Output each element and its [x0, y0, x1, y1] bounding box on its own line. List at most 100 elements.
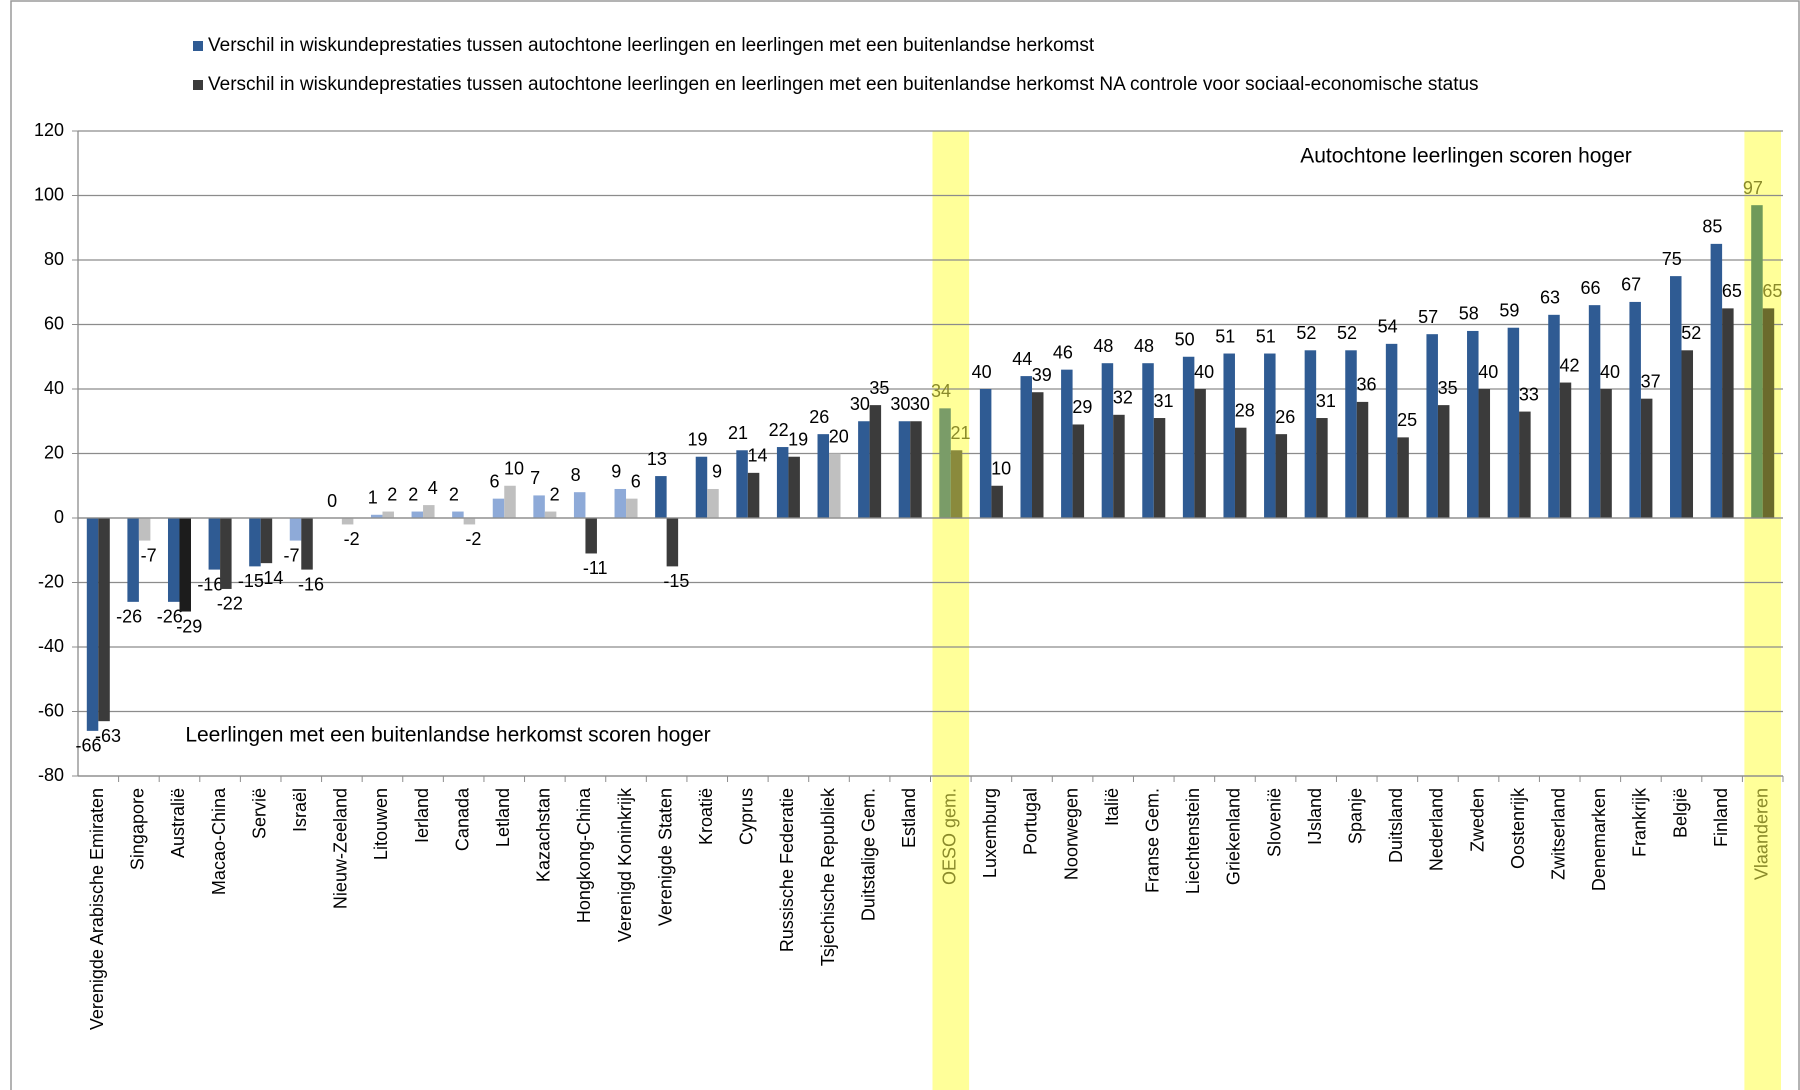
data-label: 39	[1032, 365, 1052, 385]
x-tick-label: Estland	[899, 788, 919, 848]
data-label: 8	[571, 465, 581, 485]
bar	[788, 456, 800, 518]
bar	[1548, 314, 1560, 518]
x-tick-label: Griekenland	[1224, 788, 1244, 885]
bar	[1681, 350, 1694, 518]
y-tick-label: -20	[38, 571, 64, 591]
data-label: -26	[157, 607, 183, 627]
data-label: 75	[1662, 249, 1682, 269]
x-tick-label: Duitstalige Gem.	[858, 788, 878, 921]
bar	[1101, 363, 1114, 518]
x-tick-label: Ierland	[412, 788, 432, 843]
bar	[463, 518, 476, 525]
legend-label: Verschil in wiskundeprestaties tussen au…	[208, 74, 1479, 95]
legend-swatch	[193, 41, 203, 51]
bar	[1020, 376, 1032, 518]
bar	[1304, 350, 1317, 518]
bar	[707, 488, 719, 518]
data-label: 10	[504, 459, 524, 479]
bar	[1478, 389, 1491, 518]
bar	[179, 518, 191, 612]
x-tick-label: Portugal	[1021, 788, 1041, 855]
bar	[573, 492, 586, 518]
data-label: -7	[284, 545, 300, 565]
bar	[869, 405, 882, 518]
bar	[533, 495, 545, 518]
data-label: 30	[890, 394, 910, 414]
x-tick-label: Duitsland	[1386, 788, 1406, 863]
bar	[249, 518, 261, 567]
data-label: 10	[991, 459, 1011, 479]
data-label: -29	[176, 616, 202, 636]
data-label: -63	[95, 726, 121, 746]
x-tick-label: Zwitserland	[1548, 788, 1568, 880]
x-tick-label: Nieuw-Zeeland	[331, 788, 351, 909]
bar	[341, 518, 354, 525]
x-tick-label: Finland	[1711, 788, 1731, 847]
data-label: 30	[910, 394, 930, 414]
bar	[127, 518, 139, 602]
y-tick-label: 60	[44, 313, 64, 333]
data-label: -15	[238, 571, 264, 591]
bar	[1507, 327, 1520, 518]
x-tick-label: Kroatië	[696, 788, 716, 845]
data-label: 97	[1743, 178, 1763, 198]
x-tick-label: Singapore	[128, 788, 148, 870]
data-label: -26	[116, 607, 142, 627]
bar	[979, 389, 992, 518]
data-label: 50	[1175, 330, 1195, 350]
data-label: 29	[1072, 397, 1092, 417]
data-label: 40	[1194, 362, 1214, 382]
bar	[991, 485, 1003, 518]
bar	[504, 485, 516, 518]
data-label: 52	[1681, 323, 1701, 343]
bar	[492, 498, 505, 518]
x-tick-label: Kazachstan	[534, 788, 554, 882]
data-label: 44	[1012, 349, 1032, 369]
bar	[98, 518, 110, 722]
data-label: 26	[1275, 407, 1295, 427]
data-label: 0	[327, 491, 337, 511]
data-label: -16	[298, 574, 324, 594]
data-label: 32	[1113, 388, 1133, 408]
x-tick-label: Italië	[1102, 788, 1122, 826]
data-label: 46	[1053, 342, 1073, 362]
bar	[939, 408, 951, 518]
data-label: 9	[611, 462, 621, 482]
data-label: 63	[1540, 288, 1560, 308]
bar	[1223, 353, 1235, 518]
legend-swatch	[193, 80, 203, 90]
data-label: 21	[951, 423, 971, 443]
bar	[1640, 398, 1653, 518]
bar	[1751, 205, 1763, 519]
y-tick-label: -80	[38, 765, 64, 785]
data-label: 65	[1722, 281, 1742, 301]
x-tick-label: Hongkong-China	[574, 787, 594, 923]
x-tick-label: Slovenië	[1264, 788, 1284, 857]
y-tick-label: -60	[38, 700, 64, 720]
legend-label: Verschil in wiskundeprestaties tussen au…	[208, 35, 1095, 56]
bar	[1437, 405, 1450, 518]
bar	[666, 518, 679, 567]
y-tick-label: -40	[38, 636, 64, 656]
data-label: 40	[1600, 362, 1620, 382]
x-tick-label: Russische Federatie	[777, 788, 797, 952]
bar	[1356, 401, 1369, 518]
bar	[1113, 414, 1125, 518]
data-label: 2	[387, 484, 397, 504]
data-label: 40	[972, 362, 992, 382]
x-tick-label: Verenigd Koninkrijk	[615, 787, 635, 942]
bar	[910, 421, 922, 518]
bar	[1600, 389, 1612, 518]
bar	[1142, 363, 1154, 518]
data-label: 19	[788, 429, 808, 449]
bar	[208, 518, 221, 570]
x-tick-label: OESO gem.	[940, 788, 960, 885]
data-label: 13	[647, 449, 667, 469]
bar	[1762, 308, 1775, 518]
x-tick-label: Franse Gem.	[1143, 788, 1163, 893]
bar	[736, 450, 748, 518]
highlight-band	[932, 131, 970, 1090]
x-tick-label: België	[1670, 788, 1690, 838]
